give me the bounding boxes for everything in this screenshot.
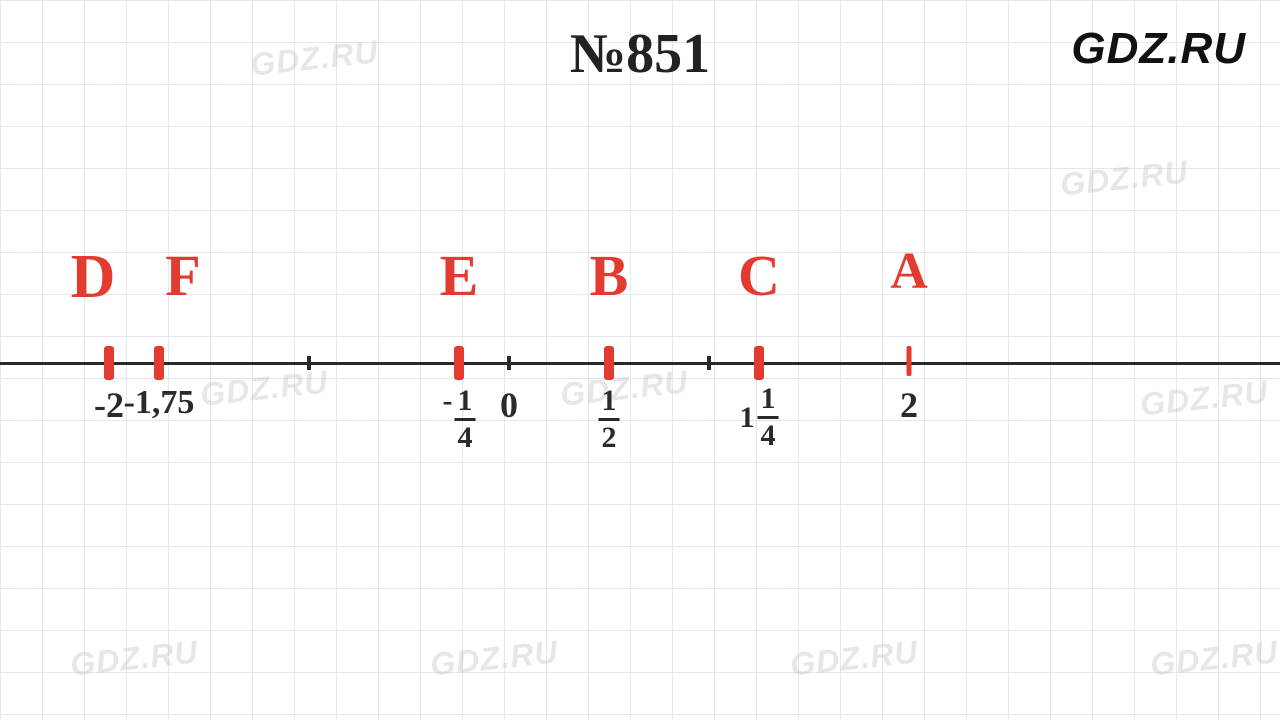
axis-tick (707, 356, 711, 370)
number-line-axis (0, 362, 1280, 365)
point-tick-c (754, 346, 764, 380)
problem-number: №851 (570, 22, 710, 86)
point-label-f: F (165, 242, 200, 309)
point-value-d: -2 (94, 384, 124, 426)
point-tick-a (907, 346, 912, 376)
site-logo: GDZ.RU (1071, 24, 1246, 74)
point-tick-e (454, 346, 464, 380)
point-label-c: C (738, 242, 780, 309)
point-value-b: 12 (599, 384, 620, 453)
point-tick-d (104, 346, 114, 380)
zero-label: 0 (500, 384, 518, 426)
axis-tick (307, 356, 311, 370)
point-value-a: 2 (900, 384, 918, 426)
point-value-e: -14 (443, 384, 476, 453)
point-tick-b (604, 346, 614, 380)
point-value-c: 114 (740, 384, 779, 451)
point-label-a: A (890, 242, 928, 301)
point-value-f: -1,75 (124, 384, 195, 422)
grid-background (0, 0, 1280, 720)
point-tick-f (154, 346, 164, 380)
axis-tick (507, 356, 511, 370)
point-label-e: E (440, 242, 479, 309)
point-label-d: D (71, 242, 116, 313)
point-label-b: B (590, 242, 629, 309)
